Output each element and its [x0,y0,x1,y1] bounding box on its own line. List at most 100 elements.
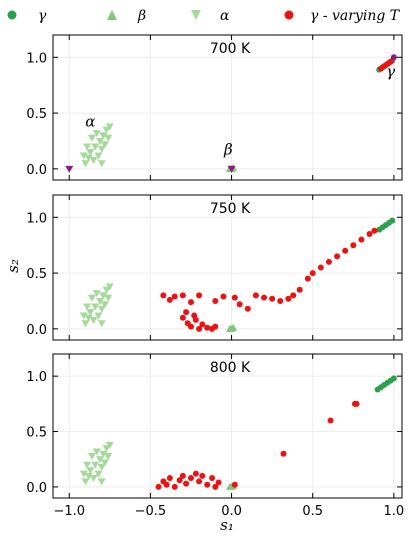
point-- [89,475,98,483]
point-- [86,309,95,317]
point-- [92,290,101,298]
plot-frame [52,353,403,499]
point-marker [65,165,74,173]
point--varying-T [212,323,219,330]
panel-title: 750 K [210,201,251,217]
point--varying-T [252,292,259,299]
point--varying-T [160,292,167,299]
point--varying-T [163,481,170,488]
point--varying-T [187,323,194,330]
point--varying-T [327,417,334,424]
point-- [89,316,98,324]
point-- [91,143,100,151]
point--varying-T [176,477,183,484]
point--varying-T [183,309,190,316]
point-- [87,294,96,302]
point--varying-T [191,312,198,319]
point--varying-T [179,472,186,479]
y-tick-label: 0.0 [26,481,47,496]
point-- [104,452,113,460]
point-- [100,459,109,467]
point--varying-T [196,292,203,299]
annotation-label: α [85,112,95,130]
point-- [92,130,101,138]
point-- [83,143,92,151]
y-tick-label: 0.5 [26,107,47,122]
point-- [96,137,105,145]
point--varying-T [371,227,378,234]
point--varying-T [204,481,211,488]
plot-frame [52,194,403,341]
x-tick-label: 1.0 [384,504,405,519]
point--varying-T [212,483,219,490]
y-tick-label: 1.0 [26,51,47,66]
point-- [96,456,105,464]
point--varying-T [215,479,222,486]
panel-3: −1.0 −0.5 0.0 0.5 1.0 0.0 0.5 1.0 800 K [26,353,405,519]
point-- [99,450,108,458]
point-- [92,448,101,456]
point-- [81,478,90,486]
point--varying-T [212,297,219,304]
point-- [94,470,103,478]
point--varying-T [196,325,203,332]
point-- [84,472,93,480]
x-axis-label: s₁ [220,516,234,534]
point-- [99,292,108,300]
point-- [102,445,111,453]
point-- [86,149,95,157]
point-- [102,286,111,294]
panels: 0.0 0.5 1.0 700 K α β γ 0.0 0.5 1.0 750 K −1.0 −0.5 0… [26,34,405,519]
panel-title: 800 K [210,360,251,376]
point-- [99,132,108,140]
y-tick-label: 1.0 [26,370,47,385]
point--varying-T [387,58,394,65]
annotation-label: β [223,140,233,158]
point--varying-T [179,292,186,299]
legend-marker-beta [107,10,117,20]
point-- [390,375,397,382]
point-- [389,217,396,224]
x-tick-label: −1.0 [53,504,85,519]
point-- [91,461,100,469]
point-- [97,305,106,313]
point-- [83,303,92,311]
point--varying-T [280,450,287,457]
point-- [97,145,106,153]
point-- [100,141,109,149]
point-- [105,283,114,291]
legend-marker-gamma-varying-t [284,10,294,20]
point-- [81,160,90,168]
y-axis-label: s₂ [4,259,22,273]
legend-marker-alpha [191,10,201,20]
point-- [96,297,105,305]
point--varying-T [366,231,373,238]
point-- [104,134,113,142]
point--varying-T [209,475,216,482]
point--varying-T [277,297,284,304]
point--varying-T [285,295,292,302]
point-- [84,154,93,162]
point-- [97,463,106,471]
x-tick-label: −0.5 [135,504,167,519]
point--varying-T [192,470,199,477]
point--varying-T [187,299,194,306]
point-- [81,320,90,328]
point-- [97,160,106,168]
point--varying-T [325,258,332,265]
point--varying-T [220,293,227,300]
point-- [87,134,96,142]
annotation-label: γ [386,62,395,80]
legend-label-gamma-varying-t: γ - varying T [310,8,401,24]
legend-label-alpha: α [220,8,230,24]
point--varying-T [231,294,238,301]
point-marker [227,165,236,173]
point--varying-T [244,305,251,312]
point-- [104,294,113,302]
point--varying-T [199,472,206,479]
point-- [79,312,88,320]
point--varying-T [179,314,186,321]
y-tick-label: 0.0 [26,163,47,178]
point--varying-T [350,242,357,249]
